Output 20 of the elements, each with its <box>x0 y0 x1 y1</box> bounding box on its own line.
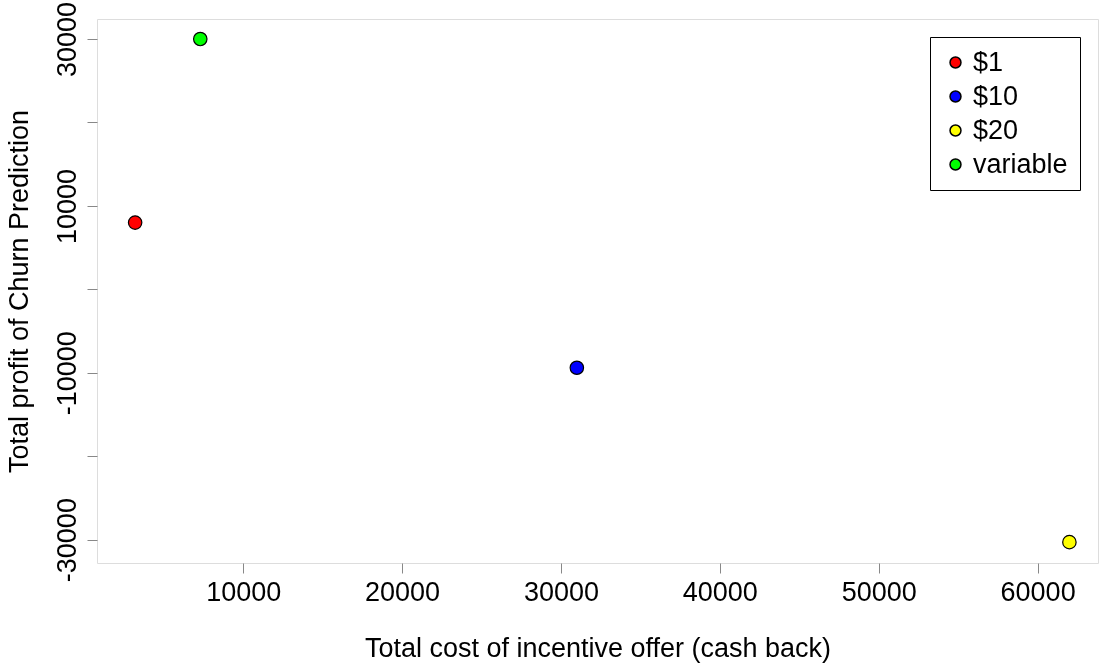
x-tick-label: 30000 <box>523 576 599 607</box>
y-tick-label: -10000 <box>51 331 82 416</box>
y-tick-label: 10000 <box>51 168 82 244</box>
x-tick-label: 60000 <box>1000 576 1076 607</box>
point <box>1062 534 1077 550</box>
legend-label: $10 <box>973 80 1019 111</box>
point <box>192 31 208 47</box>
x-tick-label: 50000 <box>841 576 917 607</box>
point <box>569 360 585 376</box>
y-tick-label: 30000 <box>51 1 82 78</box>
point <box>127 215 143 230</box>
x-tick-label: 20000 <box>365 576 441 607</box>
y-axis-title: Total profit of Churn Prediction <box>3 109 34 474</box>
x-tick-label: 10000 <box>206 576 282 607</box>
x-tick-label: 40000 <box>682 576 758 607</box>
y-tick-label: -30000 <box>51 498 82 583</box>
legend-label: $1 <box>973 46 1004 77</box>
x-axis-title: Total cost of incentive offer (cash back) <box>364 632 832 663</box>
legend-label: variable <box>973 148 1068 179</box>
legend-label: $20 <box>973 114 1019 145</box>
